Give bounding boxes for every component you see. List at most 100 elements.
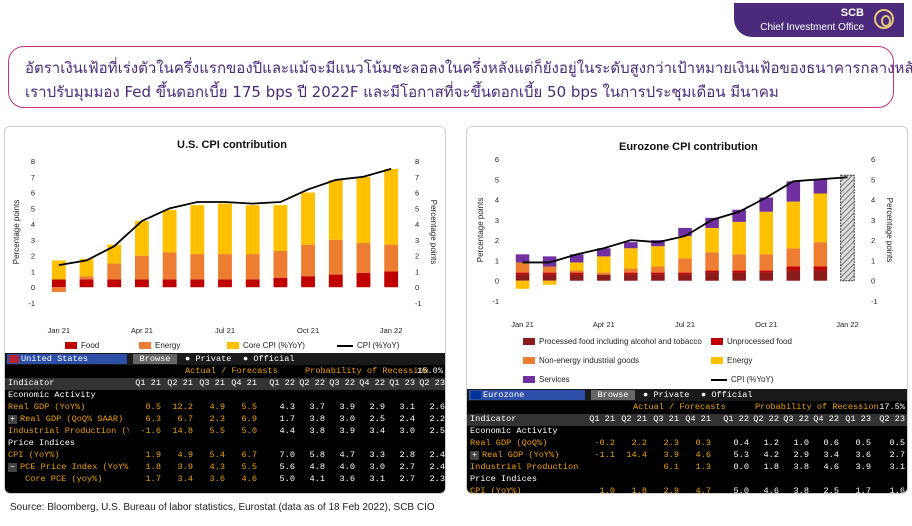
- row-value: 0.0: [733, 462, 749, 472]
- bar-segment: [651, 274, 665, 281]
- header-row: Indicator Q1 21 Q2 21 Q3 21 Q4 21 Q1 22 Q2 22 Q…: [5, 378, 445, 390]
- bar-segment: [624, 268, 638, 273]
- table-row: Industrial Production (YoY... -1.6 14.8 5.5…: [5, 426, 445, 438]
- bar-segment: [328, 179, 343, 240]
- bar-segment: [301, 276, 315, 288]
- bar-segment: [624, 272, 638, 275]
- row-value: 3.0: [399, 426, 415, 436]
- x-tick-label: Apr 21: [131, 326, 153, 335]
- row-value: 2.3: [429, 474, 445, 484]
- bar-segment: [356, 243, 371, 274]
- row-value: 3.0: [369, 462, 385, 472]
- y-tick-label-left: 0: [495, 277, 499, 286]
- y-tick-label-right: 2: [871, 236, 875, 245]
- headline-line-2: เราปรับมุมมอง Fed ขึ้นดอกเบี้ย 175 bps ป…: [25, 83, 779, 101]
- bar-segment: [273, 277, 288, 288]
- bar-segment: [678, 258, 692, 273]
- bar-segment: [840, 195, 855, 245]
- table-row: + Real GDP (YoY%) -1.1 14.4 3.9 4.6 5.3 4.2 2.9 3…: [467, 450, 907, 462]
- row-value: 4.3: [279, 402, 295, 412]
- browse-button[interactable]: Browse: [133, 354, 177, 364]
- row-value: 3.1: [889, 462, 905, 472]
- radio-official[interactable]: ● Official: [243, 354, 295, 364]
- table-row: Industrial Production (YoY... 6.1 1.3 0.0 1.…: [467, 462, 907, 474]
- y-tick-label-right: 4: [871, 196, 875, 205]
- bar-segment: [705, 227, 719, 253]
- headline-line-1: อัตราเงินเฟ้อที่เร่งตัวในครึ่งแรกของปีแล…: [25, 59, 912, 77]
- row-value: 3.8: [793, 486, 809, 494]
- legend-swatch: [523, 376, 535, 383]
- header-col: Q3 21: [653, 414, 679, 424]
- y-tick-label-left: 1: [31, 267, 35, 276]
- x-tick-label: Oct 21: [755, 320, 777, 329]
- row-value: 3.6: [855, 450, 871, 460]
- y-tick-label-left: 2: [31, 252, 35, 261]
- source-note: Source: Bloomberg, U.S. Bureau of labor …: [10, 502, 435, 513]
- row-value: -1.6: [140, 426, 161, 436]
- ez-panel: Eurozone CPI contribution -1 -1 0 0 1 1 2 2 3 3 4 4…: [466, 126, 908, 494]
- header-col: Q2 23: [419, 378, 445, 388]
- category-label: Price Indices: [470, 474, 538, 484]
- bar-segment: [384, 271, 399, 288]
- ez-chart-title: Eurozone CPI contribution: [619, 141, 758, 153]
- us-cpi-chart: -1 -1 0 0 1 1 2 2 3 3 4 4 5 5 6 6 7 7 8 8 Percentage points P…: [12, 157, 438, 335]
- row-value: 0.5: [889, 438, 905, 448]
- row-value: 12.2: [172, 402, 193, 412]
- ez-cpi-chart: -1 -1 0 0 1 1 2 2 3 3 4 4 5 5 6 6 Percentage points Perce…: [476, 155, 894, 329]
- y-axis-label-left: Percentage points: [476, 198, 485, 263]
- y-tick-label-left: 5: [495, 175, 499, 184]
- header-row: Indicator Q1 21 Q2 21 Q3 21 Q4 21 Q1 22 Q2 22 Q…: [467, 414, 907, 426]
- radio-private[interactable]: ● Private: [643, 390, 690, 400]
- row-value: 6.9: [241, 414, 257, 424]
- bar-segment: [542, 280, 557, 285]
- row-value: 1.2: [763, 438, 779, 448]
- expand-plus-icon: +: [470, 451, 479, 460]
- bar-segment: [301, 244, 315, 277]
- brand-badge: SCB Chief Investment Office: [734, 3, 904, 37]
- y-tick-label-left: 0: [31, 283, 35, 292]
- bar-segment: [107, 263, 122, 280]
- row-value: 3.4: [823, 450, 839, 460]
- row-label: CPI (YoY%): [8, 450, 60, 460]
- header-col: Q2 21: [621, 414, 647, 424]
- row-value: 4.1: [309, 474, 325, 484]
- bar-segment: [759, 197, 773, 212]
- legend-line: [337, 344, 353, 347]
- us-legend-energy: Energy: [139, 341, 180, 350]
- region-select[interactable]: United States: [7, 354, 127, 364]
- bar-segment: [786, 266, 801, 271]
- row-value: 1.7: [145, 474, 161, 484]
- row-value: 2.4: [399, 414, 415, 424]
- bar-segment: [356, 176, 371, 244]
- bar-segment: [705, 252, 719, 271]
- radio-official[interactable]: ● Official: [701, 390, 753, 400]
- bar-segment: [162, 279, 177, 288]
- table-toolbar: Eurozone Browse ● Private ● Official: [467, 389, 907, 401]
- bar-segment: [569, 270, 584, 273]
- row-value: 1.8: [631, 486, 647, 494]
- us-chart-title: U.S. CPI contribution: [177, 139, 287, 151]
- bar-segment: [218, 203, 232, 255]
- row-value: 2.2: [429, 414, 445, 424]
- bar-segment: [813, 242, 828, 267]
- y-axis-label-right: Percentage points: [429, 200, 438, 265]
- header-bar: SCB Chief Investment Office: [0, 0, 912, 40]
- us-legend-core: Core CPI (%YoY): [227, 341, 305, 350]
- region-select[interactable]: Eurozone: [469, 390, 585, 400]
- table-row: CPI (YoY%) 1.9 4.9 5.4 6.7 7.0 5.8 4.7 3.3 2.8 2.4: [5, 450, 445, 462]
- header-col: Q3 21: [199, 378, 225, 388]
- ez-legend-cpi: CPI (%YoY): [711, 375, 773, 384]
- bar-segment: [107, 244, 122, 264]
- browse-button[interactable]: Browse: [591, 390, 635, 400]
- bar-segment: [651, 272, 665, 275]
- bar-segment: [569, 272, 584, 275]
- row-value: 1.3: [695, 462, 711, 472]
- y-tick-label-right: 7: [415, 173, 419, 182]
- row-label: CPI (YoY%): [470, 486, 522, 494]
- row-value: -1.1: [594, 450, 615, 460]
- radio-private[interactable]: ● Private: [185, 354, 232, 364]
- recession-prob-value: 15.0%: [417, 366, 443, 376]
- bar-segment: [813, 266, 828, 271]
- ez-legend-services: Services: [523, 375, 570, 384]
- y-tick-label-right: 3: [415, 236, 419, 245]
